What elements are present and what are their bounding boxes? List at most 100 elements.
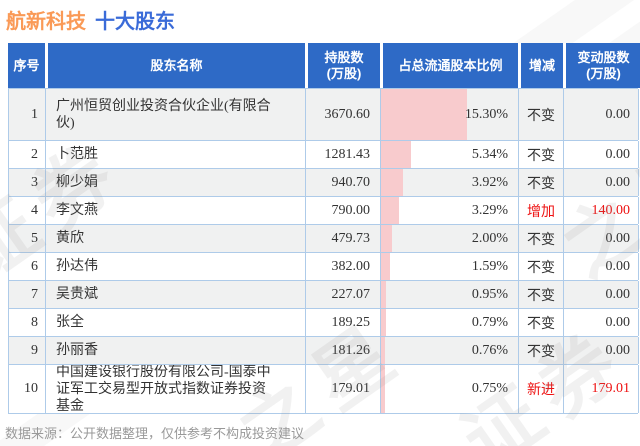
column-header-unit: (万股) xyxy=(586,65,621,81)
shareholder-name-cell: 中国建设银行股份有限公司-国泰中证军工交易型开放式指数证券投资基金 xyxy=(46,365,306,413)
shares-cell-text: 382.00 xyxy=(331,258,371,274)
column-header-unit: (万股) xyxy=(326,65,362,81)
ratio-value: 3.92% xyxy=(471,174,508,190)
shares-cell: 382.00 xyxy=(306,253,381,280)
shares-cell-text: 179.01 xyxy=(331,381,371,396)
change-shares-cell: 140.00 xyxy=(564,197,639,224)
table-row: 5 黄欣 479.73 2.00% 不变 0.00 xyxy=(9,225,639,253)
column-header-label: 股东名称 xyxy=(150,57,203,73)
shareholder-name-cell: 黄欣 xyxy=(46,225,306,252)
change-shares-cell-text: 179.01 xyxy=(591,381,631,396)
change-type-cell: 不变 xyxy=(519,225,564,252)
change-shares-cell-text: 140.00 xyxy=(591,202,631,218)
ratio-cell: 1.59% xyxy=(381,253,519,280)
column-header-label: 占总流通股本比例 xyxy=(398,57,503,73)
ratio-cell: 0.75% xyxy=(381,365,519,413)
ratio-bar xyxy=(381,141,412,168)
ratio-bar xyxy=(381,89,468,140)
ratio-cell: 2.00% xyxy=(381,225,519,252)
stock-name: 航新科技 xyxy=(6,11,86,33)
column-header-3: 持股数 (万股) xyxy=(308,43,380,88)
ratio-bar xyxy=(381,365,386,413)
change-type-cell: 新进 xyxy=(519,365,564,413)
change-shares-cell-text: 0.00 xyxy=(605,106,631,122)
shares-cell: 181.26 xyxy=(306,337,381,364)
change-shares-cell: 0.00 xyxy=(564,253,639,280)
shareholder-name-cell-text: 黄欣 xyxy=(56,231,84,246)
shareholder-name-cell-text: 柳少娟 xyxy=(56,175,98,190)
rank-cell-text: 8 xyxy=(31,314,38,330)
column-header-2: 股东名称 xyxy=(48,43,305,88)
ratio-value: 2.00% xyxy=(471,230,508,246)
shares-cell-text: 227.07 xyxy=(331,286,371,302)
table-row: 9 孙丽香 181.26 0.76% 不变 0.00 xyxy=(9,337,639,365)
change-type-cell-text: 不变 xyxy=(527,316,555,332)
shares-cell: 189.25 xyxy=(306,309,381,336)
shareholders-table: 序号 股东名称 持股数 (万股) 占总流通股本比例 增减 变动股数 (万股) 1 广州恒贸创业投… xyxy=(8,43,640,414)
change-shares-cell-text: 0.00 xyxy=(605,342,631,358)
change-type-cell-text: 不变 xyxy=(527,148,555,164)
shareholder-name-cell: 柳少娟 xyxy=(46,169,306,196)
change-shares-cell-text: 0.00 xyxy=(605,146,631,162)
change-type-cell-text: 不变 xyxy=(527,344,555,360)
ratio-value: 0.75% xyxy=(471,381,508,396)
shareholder-name-cell: 李文燕 xyxy=(46,197,306,224)
ratio-cell: 5.34% xyxy=(381,141,519,168)
change-shares-cell: 0.00 xyxy=(564,141,639,168)
ratio-value: 3.29% xyxy=(471,202,508,218)
shares-cell: 227.07 xyxy=(306,281,381,308)
shareholder-name-cell: 孙达伟 xyxy=(46,253,306,280)
change-shares-cell: 0.00 xyxy=(564,89,639,140)
shareholder-name-cell: 卜范胜 xyxy=(46,141,306,168)
change-type-cell: 不变 xyxy=(519,337,564,364)
column-header-6: 变动股数 (万股) xyxy=(566,43,640,88)
rank-cell: 10 xyxy=(9,365,46,413)
shareholder-name-cell: 广州恒贸创业投资合伙企业(有限合伙) xyxy=(46,89,306,140)
change-shares-cell: 179.01 xyxy=(564,365,639,413)
rank-cell-text: 9 xyxy=(31,342,38,358)
rank-cell-text: 10 xyxy=(24,381,38,396)
rank-cell-text: 6 xyxy=(31,258,38,274)
column-header-4: 占总流通股本比例 xyxy=(383,43,518,88)
data-source-note: 数据来源：公开数据整理，仅供参考不构成投资建议 xyxy=(5,426,305,441)
shares-cell: 3670.60 xyxy=(306,89,381,140)
table-row: 7 吴贵斌 227.07 0.95% 不变 0.00 xyxy=(9,281,639,309)
shareholder-name-cell-text: 广州恒贸创业投资合伙企业(有限合伙) xyxy=(56,98,271,131)
column-header-label: 增减 xyxy=(528,57,555,73)
rank-cell: 7 xyxy=(9,281,46,308)
ratio-bar xyxy=(381,169,404,196)
rank-cell: 1 xyxy=(9,89,46,140)
rank-cell: 3 xyxy=(9,169,46,196)
ratio-bar xyxy=(381,253,390,280)
change-shares-cell-text: 0.00 xyxy=(605,174,631,190)
rank-cell-text: 2 xyxy=(31,146,38,162)
table-row: 8 张全 189.25 0.79% 不变 0.00 xyxy=(9,309,639,337)
shares-cell-text: 790.00 xyxy=(331,202,371,218)
ratio-value: 0.76% xyxy=(471,342,508,358)
rank-cell: 9 xyxy=(9,337,46,364)
table-body: 1 广州恒贸创业投资合伙企业(有限合伙) 3670.60 15.30% 不变 0.00 2 卜… xyxy=(8,88,639,414)
ratio-value: 15.30% xyxy=(464,106,508,122)
ratio-bar xyxy=(381,225,393,252)
ratio-value: 0.79% xyxy=(471,314,508,330)
change-type-cell-text: 不变 xyxy=(527,288,555,304)
change-type-cell: 不变 xyxy=(519,253,564,280)
ratio-value: 0.95% xyxy=(471,286,508,302)
rank-cell-text: 7 xyxy=(31,286,38,302)
ratio-bar xyxy=(381,197,400,224)
change-type-cell-text: 新进 xyxy=(527,383,555,398)
rank-cell-text: 5 xyxy=(31,230,38,246)
shares-cell-text: 1281.43 xyxy=(324,146,371,162)
change-type-cell-text: 不变 xyxy=(527,108,555,124)
shares-cell: 479.73 xyxy=(306,225,381,252)
shares-cell-text: 940.70 xyxy=(331,174,371,190)
shares-cell-text: 3670.60 xyxy=(324,106,371,122)
rank-cell-text: 4 xyxy=(31,202,38,218)
change-shares-cell-text: 0.00 xyxy=(605,314,631,330)
ratio-value: 1.59% xyxy=(471,258,508,274)
shares-cell: 940.70 xyxy=(306,169,381,196)
change-type-cell: 增加 xyxy=(519,197,564,224)
change-shares-cell: 0.00 xyxy=(564,309,639,336)
column-header-5: 增减 xyxy=(521,43,563,88)
rank-cell: 5 xyxy=(9,225,46,252)
